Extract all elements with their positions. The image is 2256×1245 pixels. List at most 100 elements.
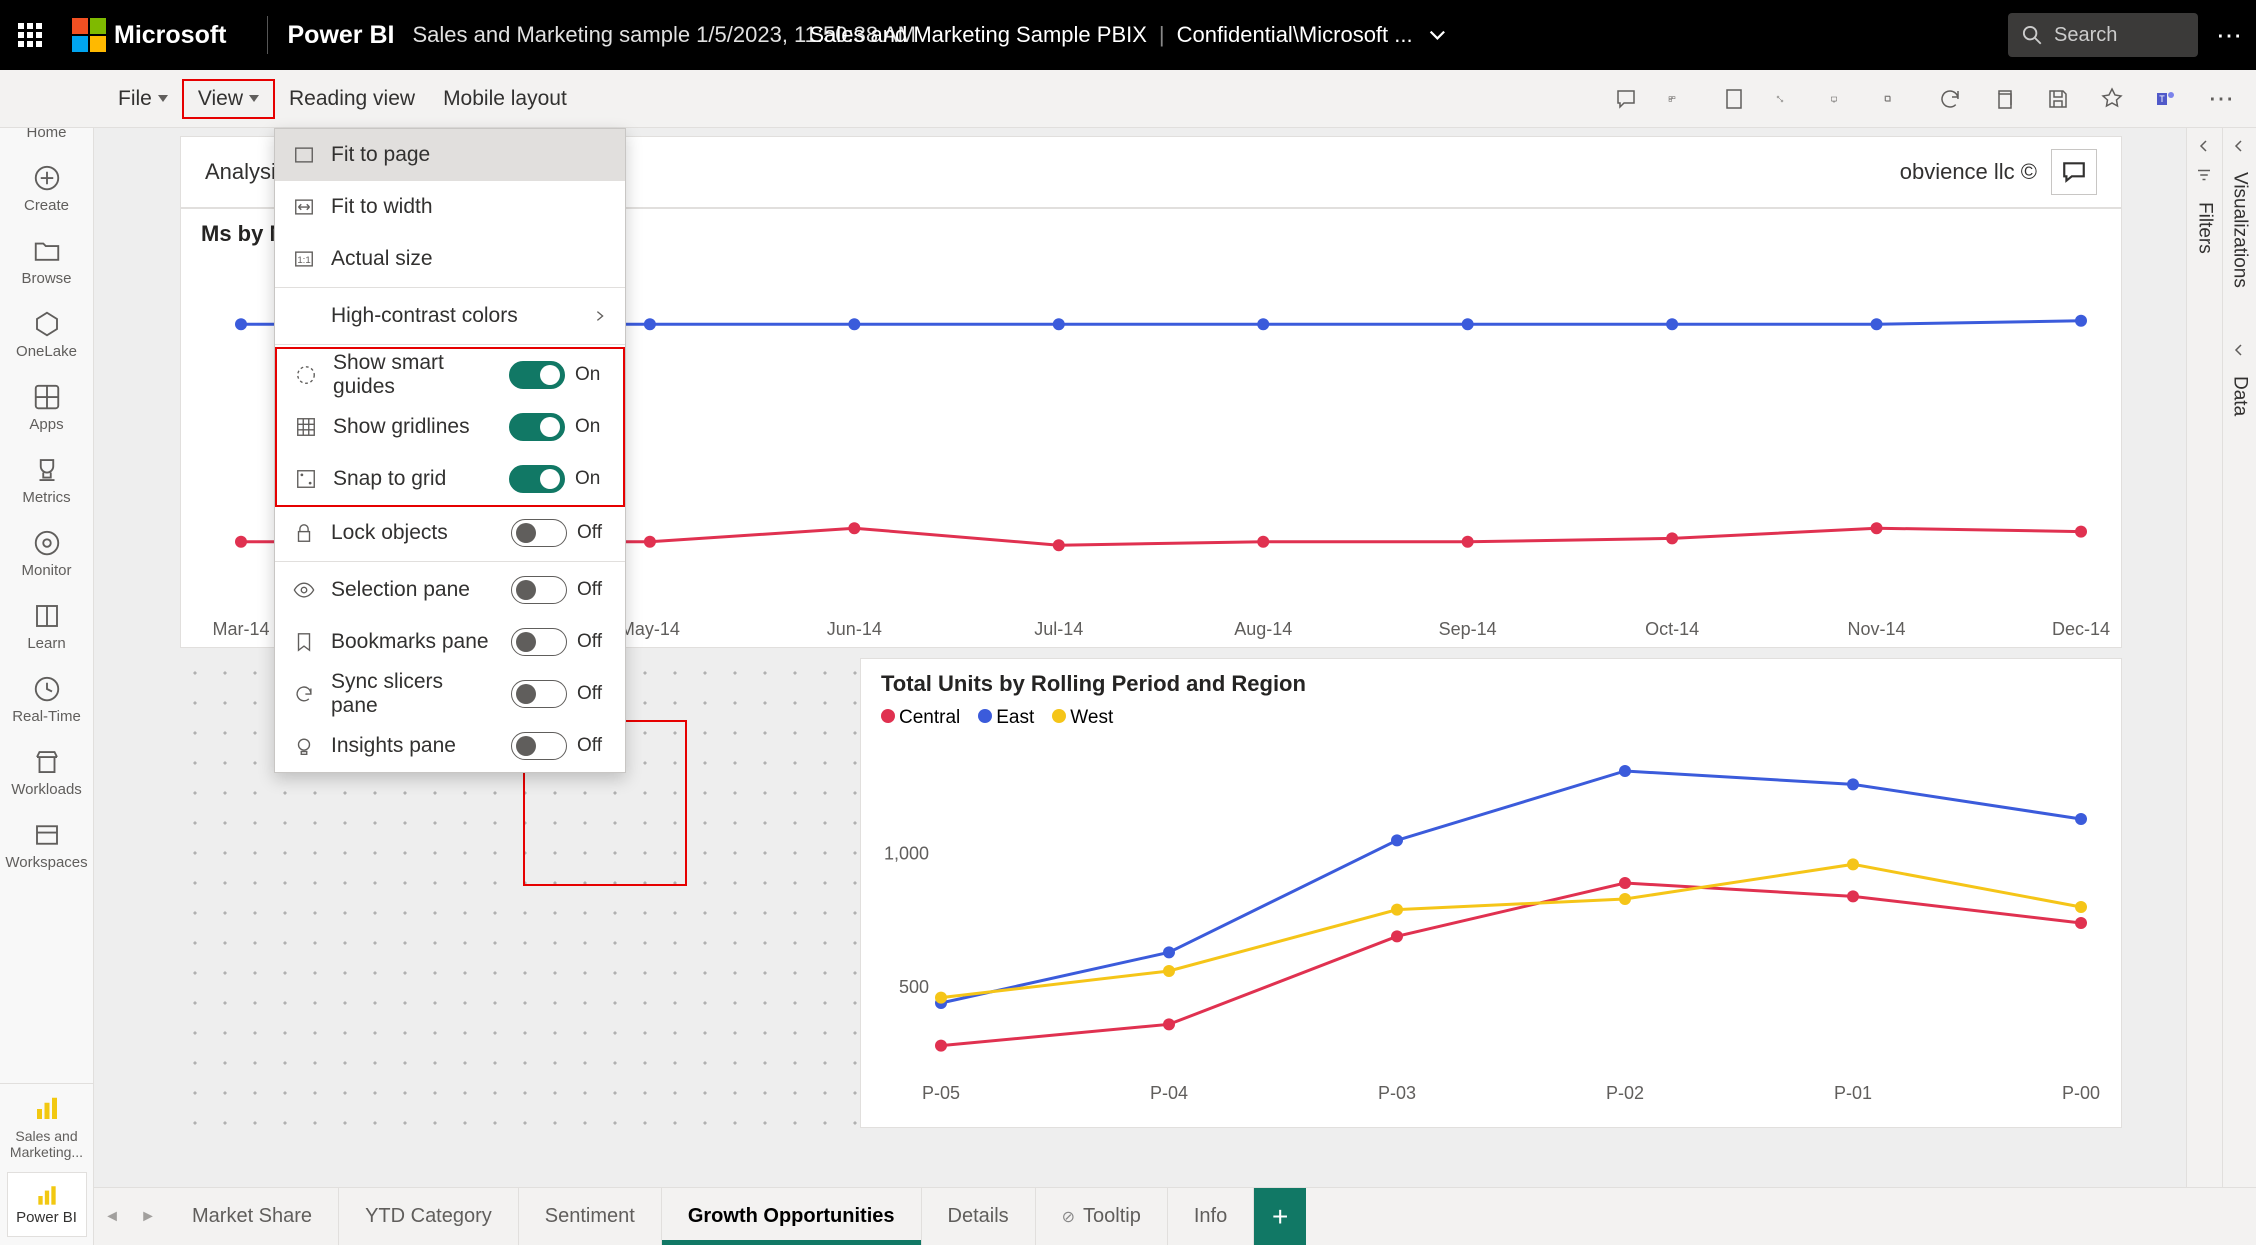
explore-icon[interactable] <box>1668 87 1692 111</box>
chart-total-units[interactable]: Total Units by Rolling Period and Region… <box>860 658 2122 1128</box>
actual-size-icon: 1:1 <box>293 248 315 270</box>
comment-icon <box>2061 159 2087 185</box>
nav-apps[interactable]: Apps <box>7 372 87 445</box>
chart2-title: Total Units by Rolling Period and Region <box>861 659 2121 703</box>
top-app-bar: Microsoft Power BI Sales and Marketing s… <box>0 0 2256 70</box>
tab-details[interactable]: Details <box>922 1188 1036 1245</box>
refresh-icon[interactable] <box>1938 87 1962 111</box>
legend-item: East <box>978 707 1034 729</box>
svg-text:P-01: P-01 <box>1834 1083 1872 1103</box>
nav-metrics[interactable]: Metrics <box>7 445 87 518</box>
svg-text:T: T <box>2159 94 2165 104</box>
tab-ytd-category[interactable]: YTD Category <box>339 1188 519 1245</box>
hidden-icon: ⊘ <box>1062 1207 1075 1227</box>
apps-icon <box>32 382 62 412</box>
tab-info[interactable]: Info <box>1168 1188 1254 1245</box>
menu-snap-to-grid[interactable]: Snap to grid On <box>277 453 623 505</box>
tab-prev[interactable]: ◄ <box>94 1188 130 1245</box>
document-title-group[interactable]: Sales and Marketing Sample PBIX | Confid… <box>809 22 1446 48</box>
save-icon[interactable] <box>2046 87 2070 111</box>
ribbon-file[interactable]: File <box>104 81 182 117</box>
tab-growth-opportunities[interactable]: Growth Opportunities <box>662 1188 922 1245</box>
search-icon <box>2022 25 2042 45</box>
share-icon[interactable] <box>1884 87 1908 111</box>
toggle-bookmarks[interactable] <box>511 628 567 656</box>
menu-insights-pane[interactable]: Insights pane Off <box>275 720 625 772</box>
ribbon-more-icon[interactable]: ⋯ <box>2208 83 2236 114</box>
comment-icon[interactable] <box>1614 87 1638 111</box>
toggle-snap[interactable] <box>509 465 565 493</box>
tab-tooltip[interactable]: ⊘Tooltip <box>1036 1188 1168 1245</box>
teams-icon[interactable]: T <box>2154 87 2178 111</box>
chevron-down-icon[interactable] <box>1429 26 1447 44</box>
nav-workloads[interactable]: Workloads <box>7 737 87 810</box>
nav-monitor[interactable]: Monitor <box>7 518 87 591</box>
realtime-icon <box>32 674 62 704</box>
trophy-icon <box>32 455 62 485</box>
add-page-button[interactable]: + <box>1254 1188 1306 1245</box>
microsoft-logo: Microsoft <box>72 18 227 52</box>
monitor-icon <box>32 528 62 558</box>
search-input[interactable]: Search <box>2008 13 2198 57</box>
viz-data-pane-collapsed[interactable]: Visualizations Data <box>2222 128 2256 1187</box>
tab-next[interactable]: ► <box>130 1188 166 1245</box>
workspaces-icon <box>32 820 62 850</box>
menu-smart-guides[interactable]: Show smart guides On <box>277 349 623 401</box>
legend-item: Central <box>881 707 960 729</box>
pin-icon[interactable] <box>2100 87 2124 111</box>
toggle-smart-guides[interactable] <box>509 361 565 389</box>
menu-sync-slicers[interactable]: Sync slicers pane Off <box>275 668 625 720</box>
menu-bookmarks-pane[interactable]: Bookmarks pane Off <box>275 616 625 668</box>
menu-fit-to-width[interactable]: Fit to width <box>275 181 625 233</box>
svg-text:1,000: 1,000 <box>884 844 929 864</box>
bookmark-icon <box>293 631 315 653</box>
card-comment-button[interactable] <box>2051 149 2097 195</box>
powerbi-footer-button[interactable]: Power BI <box>7 1172 87 1237</box>
ribbon-reading-view[interactable]: Reading view <box>275 81 429 117</box>
page-icon[interactable] <box>1722 87 1746 111</box>
chevron-right-icon <box>593 309 607 323</box>
menu-actual-size[interactable]: 1:1 Actual size <box>275 233 625 285</box>
menu-lock-objects[interactable]: Lock objects Off <box>275 507 625 559</box>
expand-icon <box>2231 342 2247 358</box>
current-workspace[interactable]: Sales and Marketing... <box>0 1083 94 1172</box>
svg-text:Jun-14: Jun-14 <box>827 619 882 639</box>
export-icon[interactable] <box>1830 87 1854 111</box>
nav-learn[interactable]: Learn <box>7 591 87 664</box>
toggle-insights[interactable] <box>511 732 567 760</box>
toggle-selection[interactable] <box>511 576 567 604</box>
nav-realtime[interactable]: Real-Time <box>7 664 87 737</box>
fit-width-icon <box>293 196 315 218</box>
tab-sentiment[interactable]: Sentiment <box>519 1188 662 1245</box>
attribution: obvience llc © <box>1900 159 2037 185</box>
nav-onelake[interactable]: OneLake <box>7 299 87 372</box>
folder-icon <box>32 236 62 266</box>
expand-icon <box>2196 138 2212 154</box>
menu-fit-to-page[interactable]: Fit to page <box>275 129 625 181</box>
nav-workspaces[interactable]: Workspaces <box>7 810 87 883</box>
menu-gridlines[interactable]: Show gridlines On <box>277 401 623 453</box>
chart2-svg: 5001,000P-05P-04P-03P-02P-01P-00 <box>861 737 2121 1117</box>
tab-market-share[interactable]: Market Share <box>166 1188 339 1245</box>
copy-icon[interactable] <box>1992 87 2016 111</box>
more-options-icon[interactable]: ⋯ <box>2216 20 2244 51</box>
svg-text:P-03: P-03 <box>1378 1083 1416 1103</box>
app-launcher-icon[interactable] <box>12 17 48 53</box>
menu-selection-pane[interactable]: Selection pane Off <box>275 564 625 616</box>
toggle-lock[interactable] <box>511 519 567 547</box>
svg-text:Sep-14: Sep-14 <box>1439 619 1497 639</box>
menu-high-contrast[interactable]: High-contrast colors <box>275 290 625 342</box>
powerbi-logo-icon <box>34 1183 60 1209</box>
ribbon-mobile-layout[interactable]: Mobile layout <box>429 81 581 117</box>
chevron-down-icon <box>249 95 259 102</box>
nav-browse[interactable]: Browse <box>7 226 87 299</box>
bulb-icon <box>293 735 315 757</box>
filters-pane-collapsed[interactable]: Filters <box>2187 128 2222 1187</box>
toggle-sync[interactable] <box>511 680 567 708</box>
legend-item: West <box>1052 707 1113 729</box>
book-icon <box>32 601 62 631</box>
nav-create[interactable]: Create <box>7 153 87 226</box>
lineage-icon[interactable] <box>1776 87 1800 111</box>
ribbon-view[interactable]: View <box>182 79 275 119</box>
toggle-gridlines[interactable] <box>509 413 565 441</box>
